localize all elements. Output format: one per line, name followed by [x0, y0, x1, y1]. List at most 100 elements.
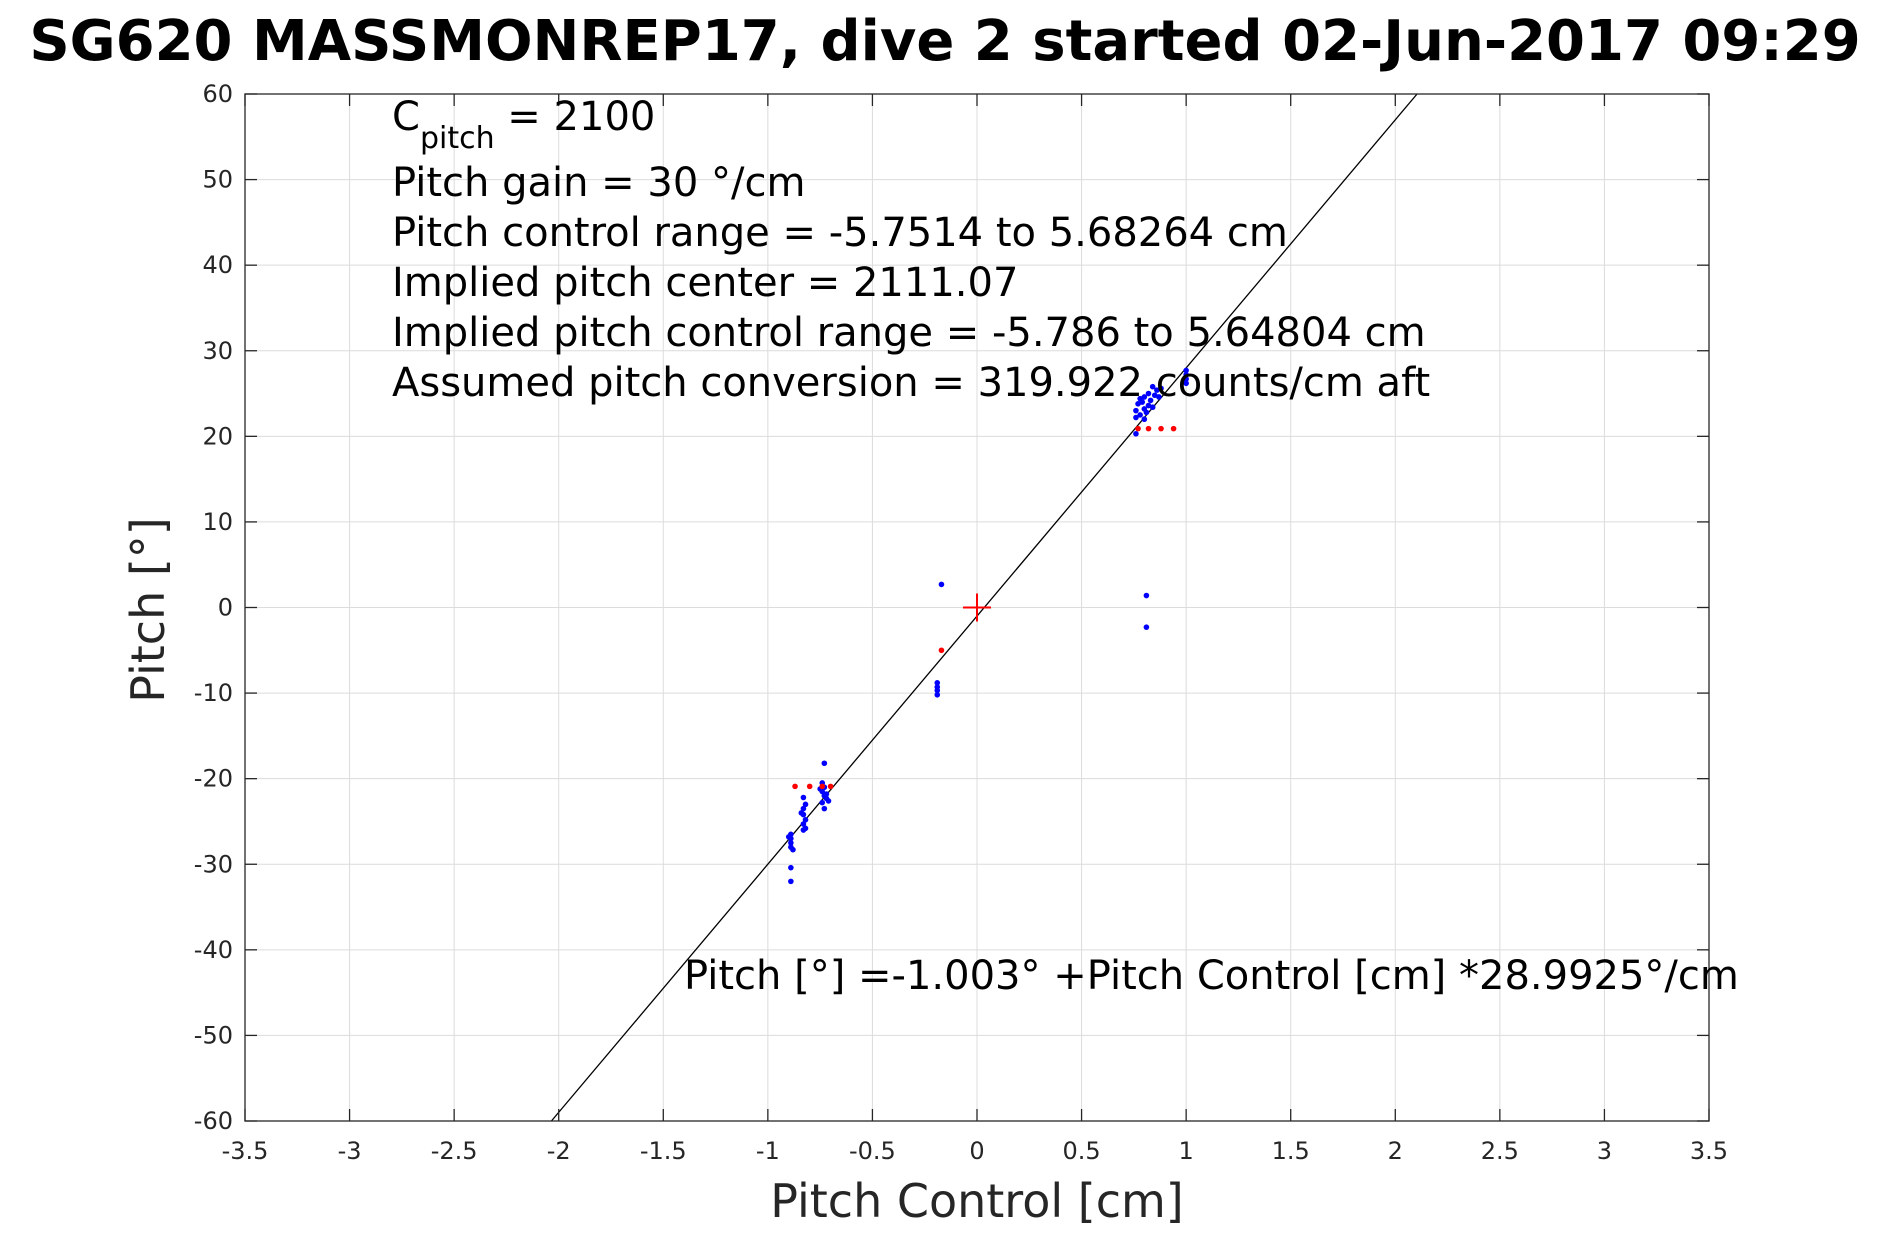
observed-point — [934, 680, 941, 686]
y-tick-label: -20 — [194, 765, 233, 793]
x-tick-label: 2.5 — [1481, 1137, 1519, 1165]
observed-point — [1137, 395, 1143, 402]
observed-point — [1145, 390, 1152, 397]
x-tick-label: 0 — [969, 1137, 984, 1165]
y-tick-label: -30 — [194, 850, 233, 878]
x-tick-label: -0.5 — [849, 1137, 896, 1165]
x-tick-label: 1.5 — [1272, 1137, 1310, 1165]
x-tick-label: -3 — [338, 1137, 362, 1165]
observed-point — [1149, 404, 1156, 411]
observed-point — [1133, 430, 1139, 437]
annotation-line-3: Pitch control range = -5.7514 to 5.68264… — [392, 210, 1288, 256]
x-tick-label: 0.5 — [1062, 1137, 1100, 1165]
observed-point — [1158, 385, 1164, 392]
observed-point — [1133, 407, 1139, 414]
observed-point — [1137, 412, 1143, 418]
grid — [244, 93, 1710, 1122]
y-tick-label: 10 — [202, 508, 233, 536]
y-tick-label: 20 — [202, 422, 233, 450]
x-tick-label: 3.5 — [1690, 1137, 1728, 1165]
observed-point — [802, 816, 809, 823]
x-tick-label: 2 — [1388, 1137, 1403, 1165]
observed-point — [1183, 367, 1189, 374]
expected-point — [792, 783, 798, 790]
y-tick-label: 60 — [202, 80, 233, 108]
expected-point — [827, 783, 834, 790]
center-marker — [963, 593, 991, 622]
expected-point — [1135, 425, 1141, 432]
observed-point — [785, 834, 792, 840]
annotation-block: Cpitch = 2100 Pitch gain = 30 °/cm Pitch… — [392, 94, 1430, 406]
fit-equation: Pitch [°] =-1.003° +Pitch Control [cm] *… — [684, 953, 1739, 999]
x-axis-label: Pitch Control [cm] — [770, 1174, 1184, 1228]
x-tick-label: -3.5 — [222, 1137, 269, 1165]
x-tick-label: -2 — [547, 1137, 571, 1165]
observed-point — [821, 760, 828, 767]
y-tick-label: 50 — [202, 166, 233, 194]
observed-point — [1154, 387, 1160, 393]
observed-point — [823, 791, 830, 797]
observed-point — [1135, 401, 1141, 407]
annotation-line-5: Implied pitch control range = -5.786 to … — [392, 310, 1426, 356]
axis-ticks — [244, 93, 1710, 1122]
observed-point — [938, 581, 945, 588]
observed-point — [934, 687, 941, 694]
observed-point — [800, 827, 807, 833]
observed-point — [1149, 383, 1156, 390]
observed-point — [800, 805, 807, 812]
observed-point — [1145, 402, 1152, 409]
expected-point — [1170, 425, 1177, 432]
expected-point — [819, 783, 826, 790]
observed-point — [788, 878, 794, 885]
y-tick-label: -50 — [194, 1021, 233, 1049]
observed-point — [800, 794, 807, 801]
y-tick-label: 40 — [202, 251, 233, 279]
observed-point — [1183, 376, 1189, 382]
observed-point — [1143, 409, 1150, 416]
observed-point — [1183, 371, 1189, 378]
expected-point — [1145, 425, 1152, 432]
y-tick-label: -40 — [194, 936, 233, 964]
data-points — [785, 367, 1189, 885]
x-tick-labels: -3.5 -3 -2.5 -2 -1.5 -1 -0.5 0 0.5 1 1.5 2 2.5 3 3.5 — [222, 1137, 1729, 1165]
annotation-line-4: Implied pitch center = 2111.07 — [392, 260, 1018, 306]
observed-point — [798, 810, 805, 816]
x-tick-label: -2.5 — [431, 1137, 478, 1165]
expected-point — [1158, 425, 1164, 432]
expected-point — [806, 783, 813, 790]
observed-point — [1141, 394, 1148, 400]
chart-title: SG620 MASSMONREP17, dive 2 started 02-Ju… — [29, 9, 1860, 74]
y-tick-label: 30 — [202, 337, 233, 365]
y-tick-label: -10 — [194, 679, 233, 707]
y-axis-label: Pitch [°] — [121, 517, 175, 703]
x-tick-label: -1.5 — [640, 1137, 687, 1165]
observed-point — [1151, 392, 1158, 399]
x-tick-label: -1 — [756, 1137, 780, 1165]
annotation-line-6: Assumed pitch conversion = 319.922 count… — [392, 360, 1430, 406]
x-tick-label: 1 — [1179, 1137, 1194, 1165]
observed-point — [790, 846, 796, 853]
observed-point — [788, 864, 794, 871]
y-tick-label: -60 — [194, 1107, 233, 1135]
observed-point — [802, 801, 809, 808]
annotation-line-1: Cpitch = 2100 — [392, 94, 655, 156]
observed-point — [1143, 592, 1150, 599]
x-tick-label: 3 — [1597, 1137, 1612, 1165]
observed-point — [1143, 624, 1150, 630]
observed-point — [1141, 416, 1148, 423]
observed-point — [788, 840, 794, 846]
expected-point — [938, 647, 945, 654]
observed-point — [1133, 414, 1139, 421]
observed-point — [825, 798, 832, 804]
annotation-line-2: Pitch gain = 30 °/cm — [392, 160, 805, 206]
observed-point — [821, 805, 828, 812]
observed-point — [1183, 380, 1189, 387]
observed-point — [1156, 394, 1162, 400]
observed-point — [934, 691, 941, 698]
observed-point — [819, 799, 826, 806]
y-tick-labels: -60 -50 -40 -30 -20 -10 0 10 20 30 40 50 60 — [194, 80, 233, 1135]
observed-point — [800, 821, 807, 827]
observed-point — [1147, 397, 1154, 404]
y-tick-label: 0 — [218, 594, 233, 622]
